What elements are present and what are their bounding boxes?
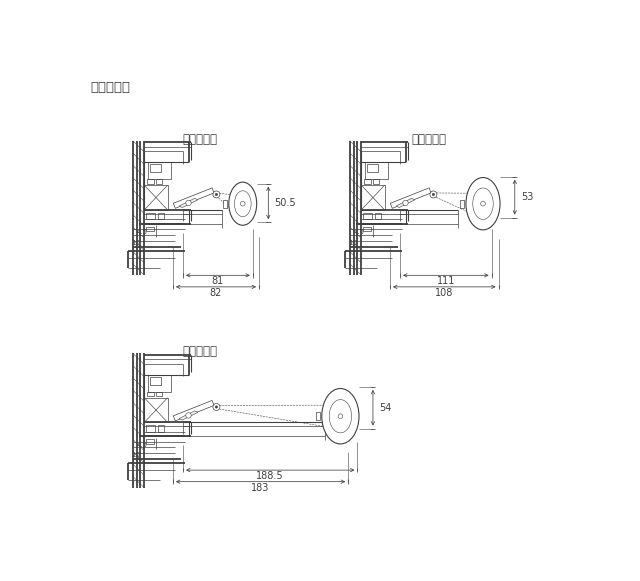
Bar xyxy=(364,179,371,184)
Text: 183: 183 xyxy=(252,483,270,493)
Bar xyxy=(156,179,162,184)
Bar xyxy=(365,162,388,179)
Bar xyxy=(337,396,344,407)
Bar xyxy=(146,213,155,219)
Polygon shape xyxy=(396,198,415,207)
Circle shape xyxy=(186,413,191,418)
Polygon shape xyxy=(179,411,198,420)
Circle shape xyxy=(186,200,191,206)
Ellipse shape xyxy=(229,182,257,225)
Bar xyxy=(157,213,164,219)
Ellipse shape xyxy=(473,188,493,220)
Bar xyxy=(157,425,164,432)
Text: 111: 111 xyxy=(436,277,455,286)
Circle shape xyxy=(213,404,220,410)
Text: 108: 108 xyxy=(435,288,453,298)
Bar xyxy=(374,213,381,219)
Text: 4.5: 4.5 xyxy=(136,442,147,448)
Circle shape xyxy=(432,193,435,196)
Ellipse shape xyxy=(322,389,359,444)
Text: 50.5: 50.5 xyxy=(275,198,296,208)
Circle shape xyxy=(213,191,220,198)
Bar xyxy=(460,200,465,207)
Polygon shape xyxy=(390,188,431,209)
Circle shape xyxy=(338,414,343,418)
Ellipse shape xyxy=(234,191,251,217)
Bar xyxy=(145,398,168,422)
Circle shape xyxy=(481,202,485,206)
Bar xyxy=(146,425,155,432)
Bar xyxy=(156,392,162,396)
Bar xyxy=(145,185,168,210)
Polygon shape xyxy=(173,188,214,209)
Circle shape xyxy=(430,191,437,198)
Circle shape xyxy=(215,193,218,196)
Text: 滑車（中）: 滑車（中） xyxy=(412,133,446,146)
Text: 4.5: 4.5 xyxy=(353,229,365,235)
Text: 10: 10 xyxy=(131,240,140,246)
Polygon shape xyxy=(173,400,214,421)
Bar xyxy=(147,179,154,184)
Text: 53: 53 xyxy=(521,192,533,202)
Circle shape xyxy=(403,200,408,206)
Bar xyxy=(150,377,161,385)
Bar xyxy=(150,164,161,172)
Text: 滑車（小）: 滑車（小） xyxy=(182,133,218,146)
Text: 54: 54 xyxy=(379,403,392,413)
Text: 滑車納まり: 滑車納まり xyxy=(91,81,131,94)
Bar xyxy=(480,183,486,195)
Bar xyxy=(148,375,172,392)
Bar xyxy=(367,164,378,172)
Bar xyxy=(363,213,372,219)
Bar xyxy=(223,200,227,207)
Text: 188.5: 188.5 xyxy=(257,471,284,481)
Bar xyxy=(146,227,154,231)
Text: 82: 82 xyxy=(210,288,222,298)
Text: 10: 10 xyxy=(131,453,140,458)
Bar xyxy=(316,413,320,420)
Ellipse shape xyxy=(466,178,500,230)
Ellipse shape xyxy=(329,400,351,433)
Bar xyxy=(373,179,379,184)
Circle shape xyxy=(241,202,245,206)
Text: 81: 81 xyxy=(212,277,224,286)
Bar xyxy=(362,185,385,210)
Bar xyxy=(363,227,371,231)
Polygon shape xyxy=(179,198,198,207)
Bar xyxy=(239,183,246,195)
Text: 10: 10 xyxy=(348,240,357,246)
Bar xyxy=(146,439,154,444)
Bar xyxy=(148,162,172,179)
Bar xyxy=(147,392,154,396)
Text: 滑車（大）: 滑車（大） xyxy=(182,345,218,358)
Circle shape xyxy=(215,406,218,408)
Text: 4.5: 4.5 xyxy=(136,229,147,235)
